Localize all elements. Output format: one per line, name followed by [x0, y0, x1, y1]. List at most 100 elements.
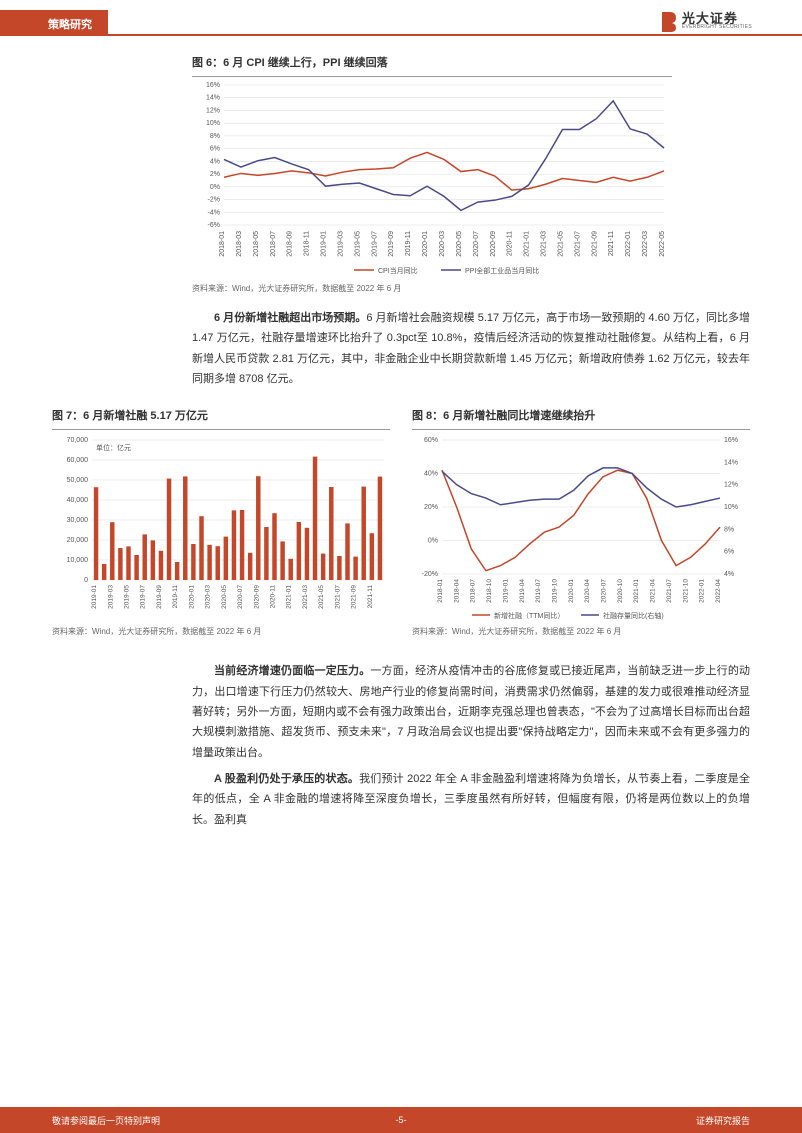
svg-text:2021-01: 2021-01: [524, 231, 531, 257]
svg-text:2022-03: 2022-03: [642, 231, 649, 257]
svg-text:2021-01: 2021-01: [633, 579, 640, 603]
para2-text: 一方面，经济从疫情冲击的谷底修复或已接近尾声，当前缺乏进一步上行的动力，出口增速…: [192, 665, 750, 758]
chart8-title: 图 8：6 月新增社融同比增速继续抬升: [412, 407, 750, 423]
footer-left: 敬请参阅最后一页特别声明: [52, 1114, 160, 1127]
svg-text:2019-10: 2019-10: [551, 579, 558, 603]
svg-text:2021-04: 2021-04: [650, 579, 657, 603]
svg-text:2022-04: 2022-04: [715, 579, 722, 603]
svg-text:2021-07: 2021-07: [574, 231, 581, 257]
para1-bold: 6 月份新增社融超出市场预期。: [214, 312, 366, 324]
svg-text:2019-11: 2019-11: [405, 231, 412, 256]
svg-text:单位：亿元: 单位：亿元: [96, 443, 131, 452]
svg-text:2021-03: 2021-03: [541, 231, 548, 257]
svg-text:2019-04: 2019-04: [519, 579, 526, 603]
svg-text:2021-07: 2021-07: [334, 585, 341, 609]
svg-text:2019-09: 2019-09: [388, 231, 395, 257]
svg-text:2019-05: 2019-05: [354, 231, 361, 257]
section-tag: 策略研究: [0, 10, 108, 34]
chart7: 010,00020,00030,00040,00050,00060,00070,…: [52, 429, 390, 622]
svg-text:4%: 4%: [210, 158, 220, 165]
svg-text:2021-11: 2021-11: [367, 585, 374, 609]
header: 策略研究 光大证券 EVERBRIGHT SECURITIES: [0, 0, 802, 34]
svg-text:2020-04: 2020-04: [584, 579, 591, 603]
svg-text:2%: 2%: [210, 171, 220, 178]
svg-text:2021-07: 2021-07: [666, 579, 673, 603]
svg-text:2021-01: 2021-01: [286, 585, 293, 609]
svg-text:2021-09: 2021-09: [351, 585, 358, 609]
svg-text:2018-10: 2018-10: [486, 579, 493, 603]
svg-text:2021-03: 2021-03: [302, 585, 309, 609]
svg-text:50,000: 50,000: [67, 477, 89, 484]
svg-text:60%: 60%: [424, 437, 438, 444]
svg-text:60,000: 60,000: [67, 457, 89, 464]
svg-text:16%: 16%: [206, 82, 220, 89]
svg-text:0: 0: [84, 577, 88, 584]
svg-text:16%: 16%: [724, 437, 738, 444]
chart6: -6%-4%-2%0%2%4%6%8%10%12%14%16%2018-0120…: [192, 76, 672, 279]
para1: 6 月份新增社融超出市场预期。6 月新增社会融资规模 5.17 万亿元，高于市场…: [192, 308, 750, 389]
svg-text:2019-05: 2019-05: [124, 585, 131, 609]
svg-text:2018-05: 2018-05: [253, 231, 260, 257]
svg-text:2019-09: 2019-09: [156, 585, 163, 609]
svg-text:40%: 40%: [424, 471, 438, 478]
svg-text:2020-01: 2020-01: [188, 585, 195, 609]
svg-text:10%: 10%: [724, 504, 738, 511]
chart6-source: 资料来源：Wind，光大证券研究所，数据截至 2022 年 6 月: [192, 283, 672, 294]
svg-text:20,000: 20,000: [67, 537, 89, 544]
svg-text:6%: 6%: [724, 549, 734, 556]
svg-text:12%: 12%: [206, 107, 220, 114]
svg-text:2019-07: 2019-07: [371, 231, 378, 257]
svg-text:0%: 0%: [428, 538, 438, 545]
svg-text:2021-05: 2021-05: [318, 585, 325, 609]
chart7-title: 图 7：6 月新增社融 5.17 万亿元: [52, 407, 390, 423]
svg-text:2019-07: 2019-07: [140, 585, 147, 609]
svg-text:2019-11: 2019-11: [172, 585, 179, 609]
svg-text:2020-05: 2020-05: [456, 231, 463, 257]
svg-text:2021-05: 2021-05: [557, 231, 564, 257]
svg-text:2022-01: 2022-01: [699, 579, 706, 603]
svg-text:70,000: 70,000: [67, 437, 89, 444]
footer: 敬请参阅最后一页特别声明 -5- 证券研究报告: [0, 1107, 802, 1133]
svg-text:2020-03: 2020-03: [205, 585, 212, 609]
svg-text:2019-01: 2019-01: [502, 579, 509, 603]
svg-text:2020-07: 2020-07: [473, 231, 480, 257]
svg-text:4%: 4%: [724, 571, 734, 578]
svg-text:2021-10: 2021-10: [682, 579, 689, 603]
chart7-source: 资料来源：Wind，光大证券研究所，数据截至 2022 年 6 月: [52, 626, 390, 637]
svg-text:12%: 12%: [724, 482, 738, 489]
svg-text:社融存量同比(右轴): 社融存量同比(右轴): [603, 611, 664, 620]
svg-text:2020-05: 2020-05: [221, 585, 228, 609]
footer-right: 证券研究报告: [696, 1114, 750, 1127]
svg-text:2018-07: 2018-07: [270, 231, 277, 257]
svg-text:0%: 0%: [210, 184, 220, 191]
svg-text:2019-01: 2019-01: [91, 585, 98, 609]
chart8: -20%0%20%40%60%4%6%8%10%12%14%16%2018-01…: [412, 429, 750, 622]
svg-text:2021-09: 2021-09: [591, 231, 598, 257]
brand: 光大证券 EVERBRIGHT SECURITIES: [660, 10, 752, 34]
svg-text:2021-11: 2021-11: [608, 231, 615, 256]
svg-text:14%: 14%: [206, 95, 220, 102]
svg-text:10,000: 10,000: [67, 557, 89, 564]
svg-text:2020-07: 2020-07: [237, 585, 244, 609]
svg-text:14%: 14%: [724, 460, 738, 467]
svg-text:-2%: -2%: [208, 197, 220, 204]
brand-en: EVERBRIGHT SECURITIES: [682, 25, 752, 30]
svg-text:30,000: 30,000: [67, 517, 89, 524]
para2: 当前经济增速仍面临一定压力。一方面，经济从疫情冲击的谷底修复或已接近尾声，当前缺…: [192, 661, 750, 830]
svg-text:PPI全部工业品当月同比: PPI全部工业品当月同比: [465, 266, 539, 275]
svg-text:2020-09: 2020-09: [490, 231, 497, 257]
chart8-source: 资料来源：Wind，光大证券研究所，数据截至 2022 年 6 月: [412, 626, 750, 637]
svg-text:8%: 8%: [724, 527, 734, 534]
svg-text:2020-11: 2020-11: [507, 231, 514, 256]
svg-text:2019-07: 2019-07: [535, 579, 542, 603]
svg-text:2018-01: 2018-01: [219, 231, 226, 257]
svg-text:2020-09: 2020-09: [253, 585, 260, 609]
svg-text:2019-03: 2019-03: [107, 585, 114, 609]
svg-text:8%: 8%: [210, 133, 220, 140]
svg-text:10%: 10%: [206, 120, 220, 127]
svg-text:2018-01: 2018-01: [437, 579, 444, 603]
svg-text:-4%: -4%: [208, 209, 220, 216]
chart6-title: 图 6：6 月 CPI 继续上行，PPI 继续回落: [192, 54, 672, 70]
svg-text:2022-05: 2022-05: [659, 231, 666, 257]
svg-text:2020-03: 2020-03: [439, 231, 446, 257]
